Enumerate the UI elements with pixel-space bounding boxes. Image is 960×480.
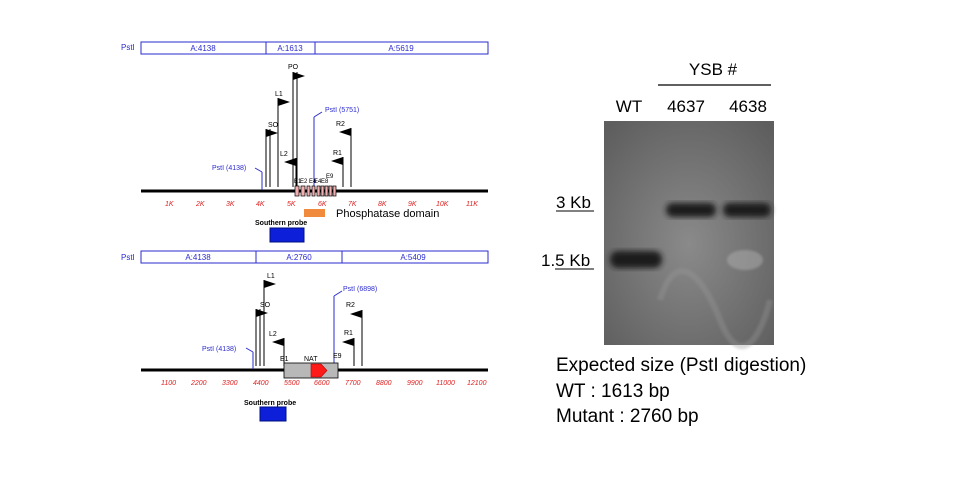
tick-label: 3300 [222,380,238,387]
tick-label: 1100 [161,380,176,387]
exon-label: E4 [314,179,322,185]
pst-site-label: PstI (5751) [325,107,359,114]
bottom-primer-r1: R1 [342,330,355,366]
top-southern-probe [269,227,305,243]
tick-label: 8800 [376,380,392,387]
band-4637 [666,203,716,217]
bottom-pst-left: PstI (4138) [202,346,254,369]
caption-wt-size: WT : 1613 bp [556,381,670,402]
tick-label: 7700 [345,380,361,387]
mutant-locus-map: PstI A:4138 A:2760 A:5409 L1 SO L2 R2 [121,250,489,422]
bottom-fragment-label: A:2760 [286,253,312,262]
phosphatase-domain-box [304,209,325,217]
nat-arrow-icon [310,363,328,378]
bottom-pst-right: PstI (6898) [333,286,377,369]
tick-label: 10K [436,201,449,208]
bottom-probe-label: Southern probe [244,400,296,407]
primer-label: SO [260,302,271,309]
tick-label: 9K [408,201,417,208]
pst-site-label: PstI (4138) [212,165,246,172]
primer-label: L1 [275,91,283,98]
blot-header: YSB # [689,60,738,79]
tick-label: 2K [195,201,205,208]
bottom-fragment-label: A:5409 [400,253,426,262]
tick-label: 11K [466,201,478,208]
caption-mutant-size: Mutant : 2760 bp [556,406,699,427]
exon-label: E8 [321,179,329,185]
tick-label: 5K [287,201,296,208]
band-wt [610,251,662,268]
bottom-primer-l1: L1 [263,273,276,366]
top-probe-label: Southern probe [255,220,307,227]
top-primer-po: PO [288,64,305,187]
tick-label: 3K [226,201,235,208]
top-primer-so: SO [265,122,279,187]
blot-smear [727,250,763,270]
nat-label: NAT [304,356,318,363]
top-exons: E1 E2 E4 E4 E8 E9 [294,174,337,197]
top-pst-left: PstI (4138) [212,165,263,190]
top-fragment-label: A:1613 [277,44,303,53]
lane-label-4637: 4637 [667,97,705,116]
primer-label: PO [288,64,299,71]
bottom-primer-so: SO [255,302,271,366]
top-fragment-label: A:5619 [388,44,414,53]
tick-label: 4K [256,201,265,208]
top-fragment-label: A:4138 [190,44,216,53]
band-4638 [723,203,771,217]
top-enzyme-label: PstI [121,43,135,52]
bottom-southern-probe [259,406,287,422]
lane-label-wt: WT [616,97,642,116]
tick-label: 9900 [407,380,423,387]
exon-label: E1 [280,356,289,363]
bottom-primer-l2: L2 [269,331,285,366]
exon-label: E9 [326,174,334,180]
exon-label: E4 [309,179,317,185]
marker-3kb: 3 Kb [556,193,591,212]
tick-label: 6K [318,201,327,208]
tick-label: 2200 [190,380,207,387]
primer-label: R1 [333,150,342,157]
exon-label: E1 [294,179,302,185]
bottom-axis-ticks: 1100 2200 3300 4400 5500 6600 7700 8800 … [161,380,487,387]
primer-label: L1 [267,273,275,280]
pst-site-label: PstI (4138) [202,346,236,353]
bottom-fragment-label: A:4138 [185,253,211,262]
bottom-fragment-bar [140,250,489,264]
tick-label: 11000 [436,380,455,387]
bottom-primer-r2: R2 [346,302,363,366]
tick-label: 6600 [314,380,330,387]
top-primer-l1: L1 [275,91,290,187]
primer-label: L2 [269,331,277,338]
caption-title: Expected size (PstI digestion) [556,355,807,376]
tick-label: 4400 [253,380,269,387]
blot-smear [657,268,773,349]
primer-label: R2 [336,121,345,128]
exon-label: E9 [333,353,342,360]
top-primer-r2: R2 [336,121,352,187]
top-pst-right: PstI (5751) [313,107,359,190]
tick-label: 5500 [284,380,300,387]
top-primer-l2: L2 [280,151,297,187]
lane-label-4638: 4638 [729,97,767,116]
marker-1-5kb: 1.5 Kb [541,251,590,270]
top-primer-r1: R1 [331,150,344,187]
primer-label: R1 [344,330,353,337]
primer-label: L2 [280,151,288,158]
pst-site-label: PstI (6898) [343,286,377,293]
tick-label: 1K [165,201,174,208]
primer-label: SO [268,122,279,129]
bottom-enzyme-label: PstI [121,253,135,262]
phosphatase-domain-label: Phosphatase domain [336,208,439,220]
tick-label: 8K [378,201,387,208]
wt-locus-map: PstI A:4138 A:1613 A:5619 PO L1 SO [121,41,489,243]
blot-membrane [604,121,774,345]
tick-label: 7K [348,201,357,208]
exon-label: E2 [300,179,308,185]
southern-blot: YSB # WT 4637 4638 3 Kb 1.5 Kb [541,60,774,349]
top-axis-ticks: 1K 2K 3K 4K 5K 6K 7K 8K 9K 10K 11K [165,201,478,208]
tick-label: 12100 [467,380,487,387]
primer-label: R2 [346,302,355,309]
